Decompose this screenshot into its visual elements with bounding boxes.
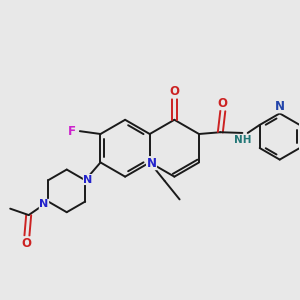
Text: N: N: [83, 175, 93, 184]
Text: F: F: [68, 125, 76, 138]
Text: N: N: [146, 157, 157, 170]
Text: N: N: [39, 200, 49, 209]
Text: N: N: [275, 100, 285, 113]
Text: NH: NH: [234, 135, 252, 145]
Text: O: O: [21, 237, 31, 250]
Text: O: O: [169, 85, 179, 98]
Text: O: O: [218, 97, 228, 110]
